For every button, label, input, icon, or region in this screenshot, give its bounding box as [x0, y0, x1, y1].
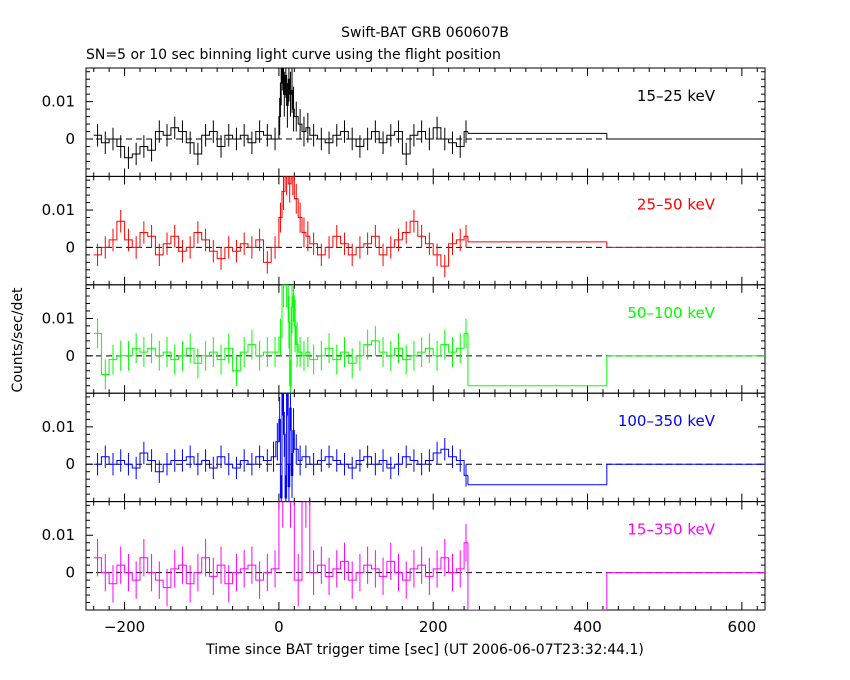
y-tick-label: 0: [65, 130, 75, 148]
energy-band-label: 25–50 keV: [637, 195, 716, 213]
y-tick-label: 0: [65, 564, 75, 582]
panel-frame: [85, 67, 766, 177]
light-curve-histogram: [93, 393, 468, 499]
energy-band-label: 50–100 keV: [627, 304, 715, 322]
y-tick-label: 0.01: [42, 93, 75, 111]
energy-band-label: 15–25 keV: [637, 87, 716, 105]
panel-frame: [85, 501, 766, 611]
x-tick-label: −200: [104, 618, 145, 636]
panel-data: [93, 68, 765, 169]
y-tick-label: 0: [65, 347, 75, 365]
light-curve-histogram: [93, 284, 468, 387]
panels-group: 0 0.01 15–25 keV 0 0.01 25–50 keV 0 0.01 50–100 …: [42, 67, 766, 636]
panel-frame: [85, 175, 766, 286]
y-tick-label: 0: [65, 455, 75, 473]
x-axis-label: Time since BAT trigger time [sec] (UT 20…: [205, 642, 644, 658]
panel-data: [93, 284, 765, 394]
y-tick-label: 0: [65, 238, 75, 256]
x-tick-label: 400: [573, 618, 602, 636]
y-tick-label: 0.01: [42, 418, 75, 436]
light-curve-histogram: [93, 501, 468, 589]
panel-4: 0 0.01 100–350 keV: [42, 392, 766, 503]
panel-3: 0 0.01 50–100 keV: [42, 284, 766, 394]
y-tick-label: 0.01: [42, 309, 75, 327]
panel-1: 0 0.01 15–25 keV: [42, 67, 766, 177]
panel-2: 0 0.01 25–50 keV: [42, 175, 766, 286]
x-tick-label: 0: [274, 618, 284, 636]
y-tick-label: 0.01: [42, 201, 75, 219]
energy-band-label: 100–350 keV: [618, 412, 716, 430]
chart-subtitle: SN=5 or 10 sec binning light curve using…: [86, 47, 501, 63]
chart-title: Swift-BAT GRB 060607B: [341, 25, 509, 41]
panel-frame: [85, 284, 766, 394]
x-tick-label: 200: [419, 618, 448, 636]
panel-5: 0 0.01 15–350 keV: [42, 501, 766, 611]
energy-band-label: 15–350 keV: [627, 521, 715, 539]
y-tick-label: 0.01: [42, 526, 75, 544]
panel-data: [93, 393, 765, 502]
panel-frame: [85, 392, 766, 503]
x-tick-label: 600: [728, 618, 757, 636]
y-axis-label: Counts/sec/det: [10, 287, 26, 392]
panel-data: [93, 176, 765, 278]
light-curve-histogram: [93, 176, 468, 267]
panel-data: [93, 501, 765, 611]
